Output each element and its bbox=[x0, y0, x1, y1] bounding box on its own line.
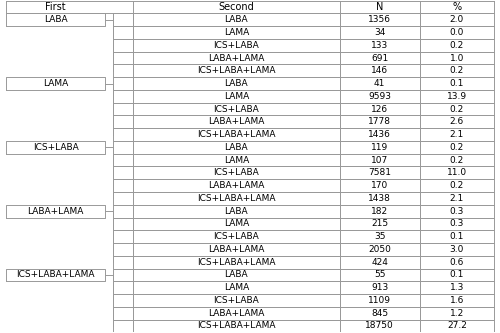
Text: ICS+LABA: ICS+LABA bbox=[32, 143, 78, 152]
Text: LABA: LABA bbox=[224, 207, 248, 216]
Text: ICS+LABA+LAMA: ICS+LABA+LAMA bbox=[197, 258, 276, 267]
Text: ICS+LABA: ICS+LABA bbox=[214, 168, 259, 177]
Text: %: % bbox=[452, 2, 462, 12]
Text: LABA+LAMA: LABA+LAMA bbox=[28, 207, 84, 216]
Text: 1.0: 1.0 bbox=[450, 54, 464, 63]
Text: ICS+LABA: ICS+LABA bbox=[214, 41, 259, 50]
Text: 2.6: 2.6 bbox=[450, 117, 464, 126]
Text: 18750: 18750 bbox=[366, 321, 394, 330]
Text: 1438: 1438 bbox=[368, 194, 391, 203]
Text: 0.1: 0.1 bbox=[450, 270, 464, 279]
Text: 0.2: 0.2 bbox=[450, 181, 464, 190]
Text: LABA+LAMA: LABA+LAMA bbox=[208, 117, 264, 126]
Text: 215: 215 bbox=[371, 219, 388, 228]
Text: 133: 133 bbox=[371, 41, 388, 50]
Text: 9593: 9593 bbox=[368, 92, 391, 101]
Text: ICS+LABA+LAMA: ICS+LABA+LAMA bbox=[16, 270, 95, 279]
Text: LAMA: LAMA bbox=[224, 283, 249, 292]
Text: 2050: 2050 bbox=[368, 245, 391, 254]
Text: 0.1: 0.1 bbox=[450, 79, 464, 88]
Text: LAMA: LAMA bbox=[224, 28, 249, 37]
Text: ICS+LABA: ICS+LABA bbox=[214, 105, 259, 114]
Text: LABA+LAMA: LABA+LAMA bbox=[208, 309, 264, 318]
Text: 1.2: 1.2 bbox=[450, 309, 464, 318]
Text: 35: 35 bbox=[374, 232, 386, 241]
Text: 126: 126 bbox=[371, 105, 388, 114]
Text: 119: 119 bbox=[371, 143, 388, 152]
Text: 1109: 1109 bbox=[368, 296, 391, 305]
Text: LABA+LAMA: LABA+LAMA bbox=[208, 54, 264, 63]
Text: 691: 691 bbox=[371, 54, 388, 63]
Text: 41: 41 bbox=[374, 79, 386, 88]
Text: ICS+LABA+LAMA: ICS+LABA+LAMA bbox=[197, 130, 276, 139]
Text: 3.0: 3.0 bbox=[450, 245, 464, 254]
Text: LABA: LABA bbox=[224, 79, 248, 88]
Text: ICS+LABA+LAMA: ICS+LABA+LAMA bbox=[197, 194, 276, 203]
Text: LABA: LABA bbox=[224, 143, 248, 152]
Text: 13.9: 13.9 bbox=[447, 92, 467, 101]
Text: 1.6: 1.6 bbox=[450, 296, 464, 305]
Text: N: N bbox=[376, 2, 384, 12]
Text: 107: 107 bbox=[371, 156, 388, 165]
Text: 0.1: 0.1 bbox=[450, 232, 464, 241]
Text: 2.0: 2.0 bbox=[450, 15, 464, 24]
Text: 0.2: 0.2 bbox=[450, 66, 464, 75]
Text: 182: 182 bbox=[371, 207, 388, 216]
Text: LAMA: LAMA bbox=[224, 156, 249, 165]
Text: 2.1: 2.1 bbox=[450, 130, 464, 139]
Text: 7581: 7581 bbox=[368, 168, 391, 177]
Text: 11.0: 11.0 bbox=[447, 168, 467, 177]
Text: 845: 845 bbox=[371, 309, 388, 318]
Text: 27.2: 27.2 bbox=[447, 321, 467, 330]
Text: ICS+LABA: ICS+LABA bbox=[214, 232, 259, 241]
Text: 34: 34 bbox=[374, 28, 386, 37]
Text: Second: Second bbox=[218, 2, 254, 12]
Text: 0.6: 0.6 bbox=[450, 258, 464, 267]
Text: LABA: LABA bbox=[224, 270, 248, 279]
Text: 0.2: 0.2 bbox=[450, 143, 464, 152]
Text: First: First bbox=[45, 2, 66, 12]
Text: ICS+LABA: ICS+LABA bbox=[214, 296, 259, 305]
Text: LABA: LABA bbox=[224, 15, 248, 24]
Text: ICS+LABA+LAMA: ICS+LABA+LAMA bbox=[197, 66, 276, 75]
Text: 170: 170 bbox=[371, 181, 388, 190]
Text: 0.2: 0.2 bbox=[450, 105, 464, 114]
Text: 1.3: 1.3 bbox=[450, 283, 464, 292]
Text: 0.2: 0.2 bbox=[450, 156, 464, 165]
Text: LAMA: LAMA bbox=[43, 79, 68, 88]
Text: 0.3: 0.3 bbox=[450, 207, 464, 216]
Text: 146: 146 bbox=[371, 66, 388, 75]
Text: 55: 55 bbox=[374, 270, 386, 279]
Text: 0.0: 0.0 bbox=[450, 28, 464, 37]
Text: 0.3: 0.3 bbox=[450, 219, 464, 228]
Text: 913: 913 bbox=[371, 283, 388, 292]
Text: 2.1: 2.1 bbox=[450, 194, 464, 203]
Text: 1436: 1436 bbox=[368, 130, 391, 139]
Text: LAMA: LAMA bbox=[224, 219, 249, 228]
Text: LABA+LAMA: LABA+LAMA bbox=[208, 245, 264, 254]
Text: 0.2: 0.2 bbox=[450, 41, 464, 50]
Text: 1778: 1778 bbox=[368, 117, 391, 126]
Text: LABA: LABA bbox=[44, 15, 68, 24]
Text: LAMA: LAMA bbox=[224, 92, 249, 101]
Text: 424: 424 bbox=[371, 258, 388, 267]
Text: ICS+LABA+LAMA: ICS+LABA+LAMA bbox=[197, 321, 276, 330]
Text: 1356: 1356 bbox=[368, 15, 391, 24]
Text: LABA+LAMA: LABA+LAMA bbox=[208, 181, 264, 190]
